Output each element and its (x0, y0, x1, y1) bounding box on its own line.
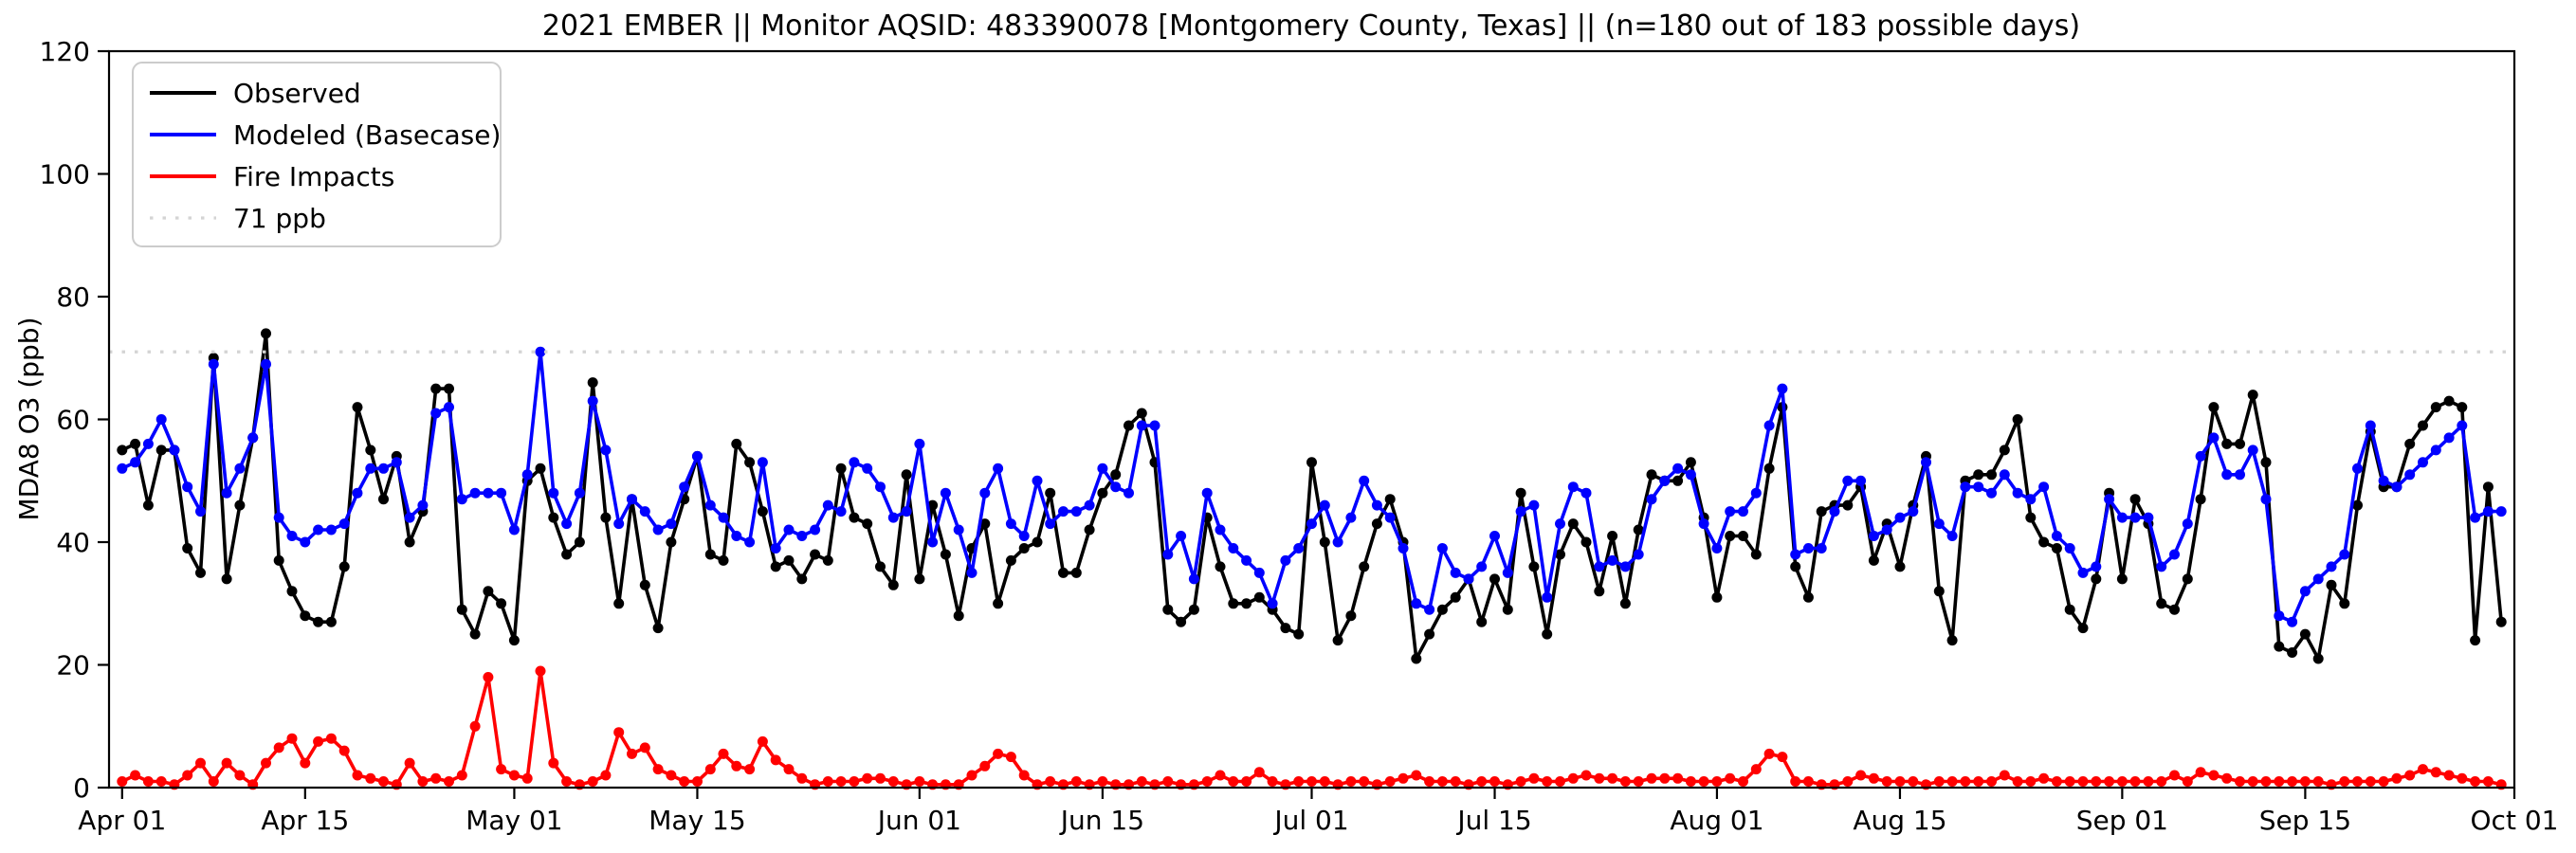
legend: Observed Modeled (Basecase) Fire Impacts 71… (132, 62, 502, 247)
y-tick-label: 20 (56, 650, 90, 681)
plot-area: 0 20 40 60 80 100 120 Apr 01 Apr 15 May 01 May 15 J… (40, 36, 2559, 836)
legend-item: Observed (150, 78, 361, 109)
x-tick-label: Sep 01 (2076, 805, 2168, 836)
legend-label: 71 ppb (233, 203, 326, 234)
x-tick-label: Jul 01 (1272, 805, 1348, 836)
chart-title: 2021 EMBER || Monitor AQSID: 483390078 [… (542, 9, 2080, 43)
legend-label: Modeled (Basecase) (233, 119, 501, 151)
y-tick-label: 40 (56, 527, 90, 558)
x-tick-label: Jun 01 (876, 805, 961, 836)
y-tick-label: 120 (40, 36, 90, 67)
y-tick-label: 80 (56, 281, 90, 313)
y-axis: 0 20 40 60 80 100 120 (40, 36, 109, 804)
y-axis-label: MDA8 O3 (ppb) (13, 317, 45, 520)
legend-label: Observed (233, 78, 361, 109)
x-tick-label: Aug 01 (1670, 805, 1763, 836)
x-axis: Apr 01 Apr 15 May 01 May 15 Jun 01 Jun 15 Jul … (78, 788, 2558, 836)
legend-item: 71 ppb (150, 203, 326, 234)
x-tick-label: Apr 01 (78, 805, 166, 836)
fire-impacts-series (117, 665, 2507, 790)
x-tick-label: May 01 (466, 805, 562, 836)
y-tick-label: 60 (56, 405, 90, 436)
legend-item: Fire Impacts (150, 161, 394, 192)
x-tick-label: Apr 15 (261, 805, 349, 836)
x-tick-label: Jul 15 (1455, 805, 1531, 836)
legend-item: Modeled (Basecase) (150, 119, 501, 151)
legend-label: Fire Impacts (233, 161, 394, 192)
x-tick-label: Sep 15 (2259, 805, 2351, 836)
x-tick-label: May 15 (649, 805, 745, 836)
modeled-basecase--series (117, 346, 2507, 627)
axes-frame (107, 49, 2516, 789)
y-tick-label: 0 (73, 772, 90, 804)
y-tick-label: 100 (40, 159, 90, 191)
x-tick-label: Aug 15 (1853, 805, 1946, 836)
x-tick-label: Oct 01 (2471, 805, 2559, 836)
x-tick-label: Jun 15 (1059, 805, 1144, 836)
